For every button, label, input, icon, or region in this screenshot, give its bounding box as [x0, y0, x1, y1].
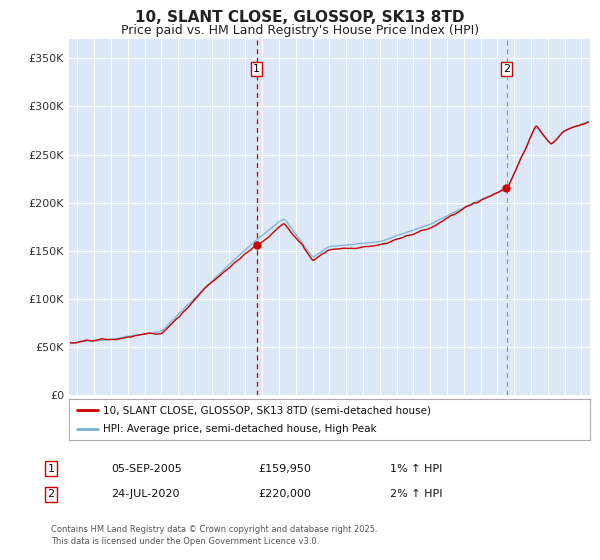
Text: HPI: Average price, semi-detached house, High Peak: HPI: Average price, semi-detached house,… [103, 424, 376, 433]
Text: 1: 1 [47, 464, 55, 474]
Text: 10, SLANT CLOSE, GLOSSOP, SK13 8TD: 10, SLANT CLOSE, GLOSSOP, SK13 8TD [135, 10, 465, 25]
Text: £220,000: £220,000 [258, 489, 311, 500]
Text: 05-SEP-2005: 05-SEP-2005 [111, 464, 182, 474]
Text: £159,950: £159,950 [258, 464, 311, 474]
Text: 2% ↑ HPI: 2% ↑ HPI [390, 489, 443, 500]
Text: 10, SLANT CLOSE, GLOSSOP, SK13 8TD (semi-detached house): 10, SLANT CLOSE, GLOSSOP, SK13 8TD (semi… [103, 405, 431, 415]
Text: 24-JUL-2020: 24-JUL-2020 [111, 489, 179, 500]
Text: Contains HM Land Registry data © Crown copyright and database right 2025.
This d: Contains HM Land Registry data © Crown c… [51, 525, 377, 546]
Text: 1: 1 [253, 64, 260, 74]
Text: 2: 2 [503, 64, 510, 74]
Text: 1% ↑ HPI: 1% ↑ HPI [390, 464, 442, 474]
Text: Price paid vs. HM Land Registry's House Price Index (HPI): Price paid vs. HM Land Registry's House … [121, 24, 479, 37]
Text: 2: 2 [47, 489, 55, 500]
